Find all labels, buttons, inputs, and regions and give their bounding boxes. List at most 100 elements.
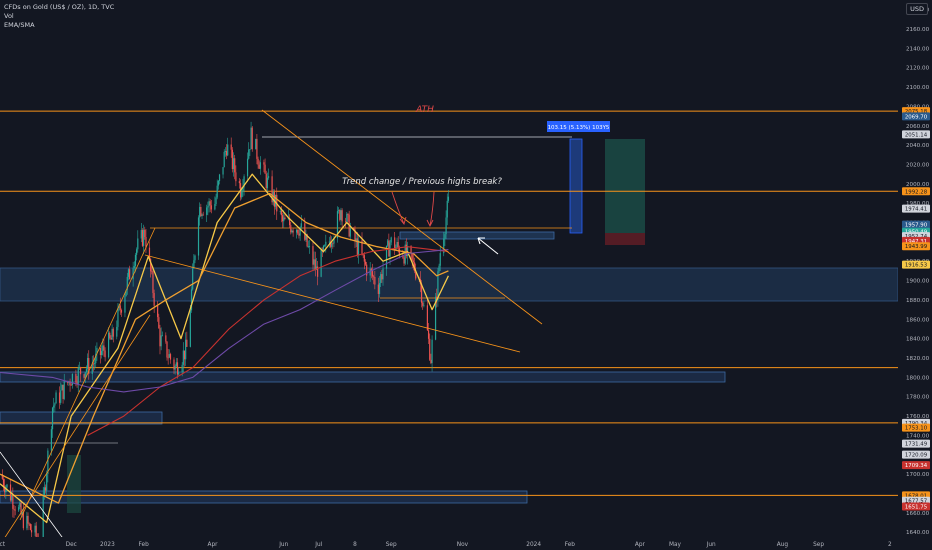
price-tick-label: 1660.00 bbox=[906, 511, 930, 517]
candle-body bbox=[100, 351, 103, 356]
candle-body bbox=[322, 245, 325, 252]
long-position-target bbox=[605, 139, 645, 233]
candle-body bbox=[238, 181, 240, 184]
price-tag-bg bbox=[902, 439, 930, 448]
candle-body bbox=[370, 268, 372, 271]
time-axis[interactable] bbox=[0, 537, 898, 550]
candle-body bbox=[274, 194, 277, 207]
candle-body bbox=[96, 347, 98, 354]
ma-line-2 bbox=[0, 192, 449, 504]
candle-body bbox=[243, 176, 245, 188]
currency-label[interactable]: USD bbox=[906, 3, 928, 15]
vol-label[interactable]: Vol bbox=[4, 12, 14, 20]
candle-body bbox=[443, 238, 445, 254]
time-tick-label: May bbox=[669, 542, 682, 548]
candle-body bbox=[356, 238, 358, 256]
candle-body bbox=[111, 328, 113, 340]
price-tick-label: 2000.00 bbox=[906, 182, 930, 188]
price-tag-bg bbox=[902, 130, 930, 139]
candle-body bbox=[333, 238, 335, 244]
candle-body bbox=[202, 214, 204, 216]
candle-body bbox=[314, 259, 316, 271]
candle-body bbox=[78, 367, 81, 369]
candle-body bbox=[338, 210, 340, 212]
price-tag-label: 1947.31 bbox=[905, 239, 927, 245]
price-tick-label: 1700.00 bbox=[906, 472, 930, 478]
candle-body bbox=[257, 158, 259, 165]
candle-body bbox=[361, 240, 363, 255]
candle-body bbox=[88, 358, 90, 374]
candle-body bbox=[284, 217, 286, 220]
indicator-label[interactable]: EMA/SMA bbox=[4, 21, 35, 29]
candle-body bbox=[174, 366, 176, 370]
price-tick-label: 1980.00 bbox=[906, 201, 930, 207]
price-tag-bg bbox=[902, 461, 930, 470]
candle-body bbox=[251, 127, 253, 150]
candle-body bbox=[267, 176, 270, 178]
candle-body bbox=[166, 341, 168, 358]
candle-body bbox=[27, 515, 29, 524]
candle-body bbox=[366, 264, 368, 276]
ma-line-1 bbox=[0, 173, 449, 524]
candle-body bbox=[364, 261, 367, 265]
candle-body bbox=[242, 187, 244, 192]
supply-demand-zone bbox=[0, 267, 899, 302]
candle-body bbox=[190, 289, 193, 311]
candle-body bbox=[143, 229, 145, 246]
candle-body bbox=[387, 240, 389, 246]
candle-body bbox=[345, 221, 347, 223]
candle-body bbox=[429, 338, 431, 360]
candle-body bbox=[189, 310, 191, 347]
price-tag-label: 2069.70 bbox=[905, 114, 928, 120]
support-zone-bottom bbox=[0, 490, 528, 504]
candle-body bbox=[42, 494, 44, 547]
candle-body bbox=[13, 508, 15, 510]
candle-body bbox=[354, 229, 356, 241]
price-tag-label: 1753.10 bbox=[905, 426, 928, 432]
price-tag-label: 1943.99 bbox=[905, 244, 928, 250]
candle-body bbox=[312, 246, 314, 265]
candle-body bbox=[159, 328, 161, 347]
candle-body bbox=[148, 247, 151, 259]
candle-body bbox=[445, 217, 447, 235]
candle-body bbox=[273, 192, 276, 207]
time-tick-label: Dec bbox=[66, 542, 77, 548]
candle-body bbox=[22, 511, 24, 529]
candle-body bbox=[144, 229, 146, 237]
time-tick-label: Aug bbox=[777, 542, 789, 548]
chart-legend: CFDs on Gold (US$ / OZ), 1D, TVC Vol EMA… bbox=[4, 3, 114, 30]
price-tag-bg bbox=[902, 450, 930, 459]
candle-body bbox=[152, 271, 154, 294]
candle-body bbox=[329, 241, 332, 247]
candle-body bbox=[412, 260, 414, 263]
symbol-line[interactable]: CFDs on Gold (US$ / OZ), 1D, TVC bbox=[4, 3, 115, 11]
candle-body bbox=[79, 367, 82, 375]
ma-line-4 bbox=[0, 249, 449, 393]
time-tick-label: Oct bbox=[0, 542, 6, 548]
price-tag-label: 1974.41 bbox=[905, 207, 927, 213]
candle-body bbox=[35, 525, 37, 538]
descending-trendline-upper bbox=[261, 109, 543, 325]
candle-body bbox=[178, 372, 180, 375]
red-arrow-right bbox=[426, 191, 435, 228]
candle-body bbox=[76, 382, 78, 384]
candle-body bbox=[153, 293, 155, 306]
time-tick-label: 2023 bbox=[100, 542, 115, 548]
time-tick-label: Feb bbox=[565, 542, 576, 548]
candle-body bbox=[214, 204, 216, 210]
candle-body bbox=[289, 218, 291, 226]
candle-body bbox=[292, 230, 294, 233]
candle-body bbox=[200, 206, 202, 217]
price-tag-bg bbox=[902, 502, 930, 511]
candle-body bbox=[390, 237, 392, 243]
candle-body bbox=[437, 271, 439, 300]
price-tag-label: 2051.14 bbox=[905, 132, 928, 138]
candle-body bbox=[306, 234, 308, 247]
candle-body bbox=[281, 215, 284, 222]
candle-body bbox=[4, 486, 6, 493]
candle-body bbox=[95, 353, 97, 364]
candle-body bbox=[415, 271, 417, 279]
candle-body bbox=[436, 296, 438, 300]
candle-body bbox=[109, 332, 111, 338]
